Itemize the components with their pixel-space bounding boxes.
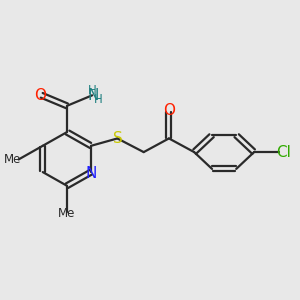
Text: H: H bbox=[88, 84, 97, 97]
Text: Cl: Cl bbox=[277, 145, 291, 160]
Text: H: H bbox=[94, 94, 102, 106]
Text: N: N bbox=[85, 166, 97, 181]
Text: O: O bbox=[163, 103, 175, 118]
Text: Me: Me bbox=[58, 207, 76, 220]
Text: O: O bbox=[34, 88, 46, 103]
Text: Me: Me bbox=[4, 153, 21, 166]
Text: S: S bbox=[112, 131, 122, 146]
Text: N: N bbox=[87, 88, 98, 103]
